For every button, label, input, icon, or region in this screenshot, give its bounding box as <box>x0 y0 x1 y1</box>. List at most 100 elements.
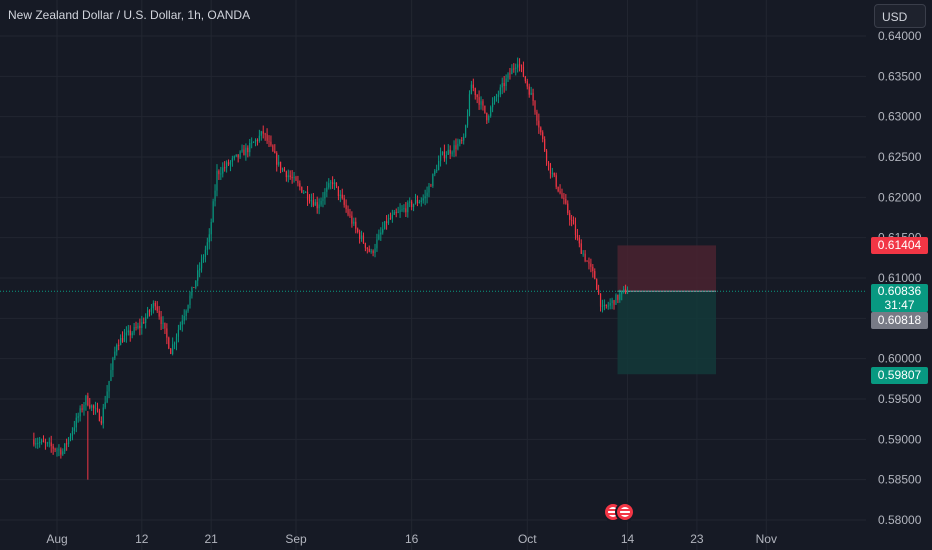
candle-body <box>547 161 550 164</box>
currency-button[interactable]: USD <box>874 4 926 28</box>
candle-body <box>133 327 135 333</box>
candle-body <box>274 151 276 154</box>
candle-body <box>518 64 521 66</box>
candle-body <box>231 158 233 162</box>
candle-body <box>175 336 178 344</box>
candle-body <box>578 237 580 244</box>
candle-body <box>241 149 243 152</box>
candle-body <box>195 280 197 288</box>
candle-body <box>239 151 241 158</box>
candle-body <box>172 344 174 355</box>
candle-body <box>405 208 407 213</box>
time-tick-label: Sep <box>285 532 307 546</box>
candle-body <box>170 348 172 355</box>
candle-body <box>214 190 216 202</box>
candle-body <box>362 235 365 244</box>
candle-body <box>624 289 627 294</box>
candle-body <box>173 343 176 345</box>
candle-body <box>416 199 419 204</box>
candle-body <box>66 443 68 445</box>
candle-body <box>432 174 434 187</box>
candle-body <box>283 168 286 172</box>
candle-body <box>206 242 208 250</box>
candle-body <box>227 162 230 165</box>
economic-events[interactable] <box>603 502 637 522</box>
candle-body <box>330 182 332 184</box>
candle-body <box>401 209 403 211</box>
us-flag-icon[interactable] <box>615 502 635 522</box>
price-tick-label: 0.61000 <box>878 271 922 285</box>
candle-body <box>399 210 401 212</box>
candle-body <box>54 448 56 450</box>
candle-body <box>609 303 611 306</box>
candle-body <box>96 408 99 411</box>
candle-body <box>586 260 588 262</box>
candle-body <box>520 64 523 67</box>
candle-body <box>466 115 469 126</box>
candle-body <box>50 442 52 447</box>
candle-body <box>626 291 629 294</box>
candle-body <box>289 175 291 178</box>
candle-body <box>278 161 280 165</box>
candle-body <box>522 66 525 77</box>
candles <box>33 57 629 480</box>
current-price-value: 0.60836 <box>877 284 922 298</box>
candle-body <box>376 239 378 249</box>
candle-body <box>486 112 488 121</box>
candle-body <box>598 289 600 294</box>
last-price-tag: 0.60818 <box>871 312 928 329</box>
candle-body <box>210 222 212 235</box>
candle-body <box>449 149 451 154</box>
candle-body <box>295 177 297 181</box>
candle-body <box>393 212 395 215</box>
candle-body <box>592 266 594 272</box>
candle-body <box>491 102 494 108</box>
candle-body <box>310 200 313 202</box>
candle-body <box>603 304 605 307</box>
candle-body <box>237 154 239 158</box>
candle-body <box>268 140 270 142</box>
candle-body <box>447 149 449 155</box>
candle-body <box>580 243 582 254</box>
candle-body <box>314 202 316 206</box>
candle-body <box>44 442 47 444</box>
candle-body <box>189 295 191 306</box>
candle-body <box>316 202 318 209</box>
candle-body <box>476 94 478 98</box>
candle-body <box>621 291 623 295</box>
candle-body <box>359 232 361 239</box>
candle-body <box>623 289 625 292</box>
candle-body <box>561 193 563 198</box>
candle-body <box>69 435 72 439</box>
candle-body <box>187 305 189 311</box>
candle-body <box>114 351 116 359</box>
candle-body <box>582 253 584 255</box>
candle-body <box>73 427 75 432</box>
candle-body <box>129 330 131 336</box>
candle-body <box>384 221 386 229</box>
candle-body <box>596 279 598 290</box>
candle-body <box>152 302 154 309</box>
candle-body <box>197 270 199 281</box>
stop-loss-zone <box>617 245 717 292</box>
time-tick-label: 23 <box>690 532 704 546</box>
candle-body <box>254 139 257 143</box>
candle-body <box>411 201 413 208</box>
candle-body <box>120 337 122 346</box>
candle-body <box>46 442 48 444</box>
candle-body <box>339 194 341 196</box>
candle-body <box>251 142 253 144</box>
candle-body <box>279 161 282 170</box>
candle-body <box>56 449 58 451</box>
candle-body <box>590 263 592 267</box>
candle-body <box>409 201 411 203</box>
candle-body <box>534 101 536 112</box>
candle-body <box>121 337 124 342</box>
candle-body <box>441 151 444 155</box>
candle-body <box>332 182 334 185</box>
candle-body <box>143 322 145 324</box>
candle-body <box>544 139 546 151</box>
candle-body <box>85 395 87 405</box>
candle-body <box>565 199 567 204</box>
